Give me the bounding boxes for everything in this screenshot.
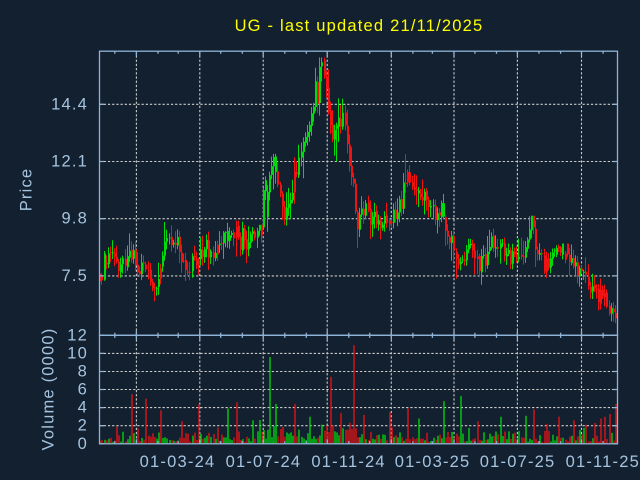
svg-text:14.4: 14.4: [51, 95, 88, 113]
svg-text:UG - last updated 21/11/2025: UG - last updated 21/11/2025: [235, 17, 484, 35]
svg-text:12: 12: [67, 326, 88, 344]
svg-text:01-11-24: 01-11-24: [311, 453, 385, 471]
svg-text:12.1: 12.1: [51, 153, 88, 171]
svg-text:10: 10: [67, 344, 88, 362]
svg-text:01-07-24: 01-07-24: [226, 453, 302, 471]
svg-text:0: 0: [78, 435, 88, 453]
svg-text:01-07-25: 01-07-25: [480, 453, 556, 471]
svg-text:9.8: 9.8: [61, 210, 88, 228]
svg-text:01-03-24: 01-03-24: [140, 453, 216, 471]
svg-text:2: 2: [78, 417, 88, 435]
svg-text:Volume (0000): Volume (0000): [40, 328, 58, 451]
svg-text:01-11-25: 01-11-25: [566, 453, 640, 471]
svg-text:4: 4: [78, 399, 88, 417]
svg-text:Price: Price: [18, 168, 36, 212]
svg-text:8: 8: [78, 363, 88, 381]
svg-text:7.5: 7.5: [61, 267, 88, 285]
svg-text:01-03-25: 01-03-25: [395, 453, 471, 471]
svg-text:6: 6: [78, 381, 88, 399]
